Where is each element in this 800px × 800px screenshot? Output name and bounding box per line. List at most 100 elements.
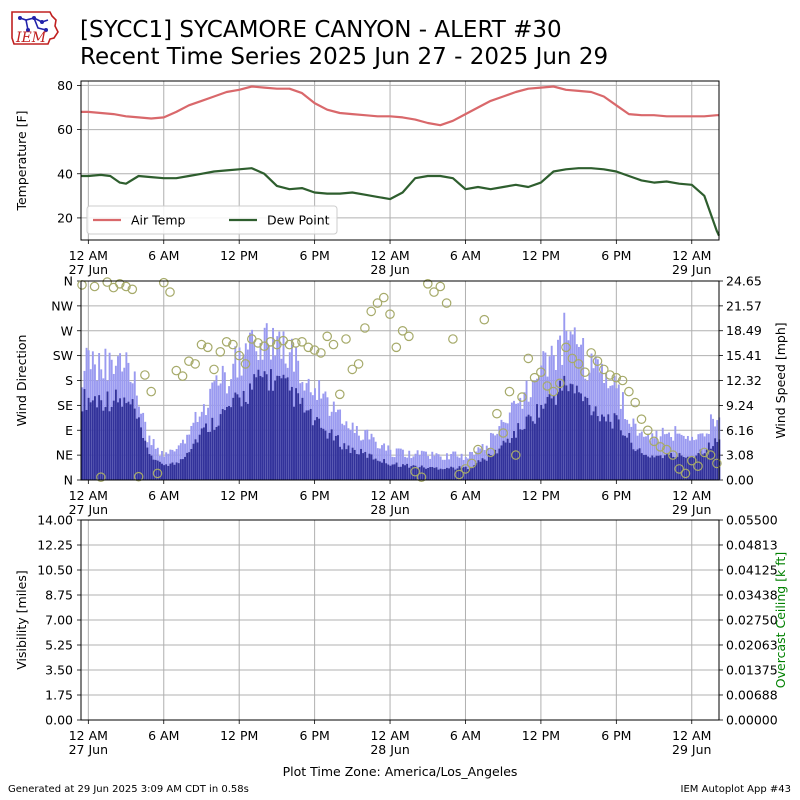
wind-speed-bar xyxy=(475,462,478,480)
wind-speed-bar xyxy=(378,461,381,480)
wind-speed-tick-label: 0.00 xyxy=(726,473,754,488)
wind-speed-bar xyxy=(171,462,174,480)
wind-direction-point xyxy=(284,339,295,350)
vis-xtick-label: 6 AM xyxy=(148,728,179,743)
wind-speed-bar xyxy=(439,468,442,480)
wind-speed-bar xyxy=(276,375,279,480)
wind-xtick-label: 12 AM xyxy=(69,488,108,503)
wind-speed-bar xyxy=(305,410,308,480)
wind-direction-point xyxy=(661,444,672,455)
ceiling-ylabel: Overcast Ceiling [k ft] xyxy=(773,552,788,688)
wind-direction-point xyxy=(492,408,502,419)
wind-speed-bar xyxy=(613,413,616,480)
wind-direction-point xyxy=(624,386,634,397)
temp-xtick-label: 6 AM xyxy=(450,248,481,263)
temp-ytick-label: 40 xyxy=(57,166,73,181)
wind-direction-point xyxy=(510,450,521,460)
wind-speed-bar xyxy=(676,456,679,480)
temp-xtick-label: 6 PM xyxy=(299,248,329,263)
wind-speed-bar xyxy=(592,411,595,480)
wind-gust-bar xyxy=(454,451,457,480)
wind-speed-bar xyxy=(215,427,218,480)
ceiling-tick-label: 0.03438 xyxy=(726,587,778,602)
wind-speed-bar xyxy=(225,406,228,480)
wind-speed-bar xyxy=(173,464,176,480)
dew-point-line xyxy=(81,167,720,237)
wind-direction-point xyxy=(504,386,515,397)
temp-xtick-label: 12 AM xyxy=(672,248,711,263)
wind-gust-bar xyxy=(339,409,342,480)
wind-speed-bar xyxy=(709,448,712,480)
wind-speed-bar xyxy=(489,455,492,480)
wind-speed-bar xyxy=(188,452,191,480)
vis-xtick-label: 12 AM xyxy=(69,728,108,743)
wind-speed-bar xyxy=(458,466,461,480)
air-temp-line xyxy=(81,85,719,127)
wind-direction-point xyxy=(479,314,490,325)
wind-speed-bar xyxy=(536,404,538,480)
wind-direction-point xyxy=(133,471,144,482)
wind-gust-bar xyxy=(387,445,390,480)
wind-speed-bar xyxy=(343,443,346,480)
wind-gust-bar xyxy=(632,418,635,480)
wind-gust-bar xyxy=(435,453,438,480)
page-subtitle: Recent Time Series 2025 Jun 27 - 2025 Ju… xyxy=(80,44,609,70)
wind-speed-bar xyxy=(376,460,379,480)
wind-direction-point xyxy=(385,309,395,319)
ceiling-tick-label: 0.04125 xyxy=(726,563,778,578)
wind-gust-bar xyxy=(372,437,375,480)
wind-speed-bar xyxy=(479,461,482,480)
wind-gust-bar xyxy=(381,445,383,480)
wind-speed-bar xyxy=(435,467,438,480)
wind-speed-bar xyxy=(672,456,675,480)
wind-speed-bar xyxy=(655,455,658,480)
wind-speed-bar xyxy=(697,453,700,480)
wind-speed-bar xyxy=(598,421,601,480)
wind-speed-bar xyxy=(265,374,268,480)
wind-speed-bar xyxy=(345,449,348,480)
wind-speed-bar xyxy=(565,385,568,480)
wind-speed-bar xyxy=(211,417,214,480)
wind-direction-point xyxy=(115,278,125,289)
temp-frame xyxy=(80,80,720,241)
wind-speed-bar xyxy=(621,435,624,480)
wind-speed-bar xyxy=(554,404,557,480)
wind-direction-point xyxy=(316,348,326,358)
wind-speed-bar xyxy=(406,463,409,480)
wind-speed-bar xyxy=(452,467,455,480)
wind-speed-bar xyxy=(364,451,367,480)
wind-speed-bar xyxy=(630,442,633,480)
ceiling-tick-label: 0.02750 xyxy=(726,613,778,628)
wind-speed-bar xyxy=(119,398,122,480)
wind-speed-bar xyxy=(244,401,247,480)
wind-speed-bar xyxy=(609,421,612,480)
wind-speed-bar xyxy=(397,466,400,480)
wind-frame xyxy=(80,280,720,481)
wind-speed-bar xyxy=(611,428,614,480)
wind-speed-bar xyxy=(272,390,274,480)
wind-speed-bar xyxy=(194,439,197,480)
wind-direction-point xyxy=(498,428,508,438)
wind-direction-point xyxy=(121,281,131,292)
wind-speed-bar xyxy=(508,442,511,480)
wind-speed-bar xyxy=(96,407,98,480)
ceiling-tick-label: 0.00688 xyxy=(726,687,778,702)
wind-speed-bar xyxy=(102,410,105,480)
wind-speed-bar xyxy=(334,435,337,480)
wind-direction-point xyxy=(441,298,452,308)
wind-speed-bar xyxy=(404,465,406,480)
wind-speed-bar xyxy=(699,449,702,480)
wind-gust-bar xyxy=(420,450,423,480)
wind-direction-point xyxy=(630,397,640,408)
wind-speed-bar xyxy=(399,466,402,480)
wind-direction-point xyxy=(215,346,226,357)
wind-speed-bar xyxy=(542,408,545,480)
wind-direction-point xyxy=(322,331,332,342)
wind-speed-bar xyxy=(601,414,603,480)
wind-direction-point xyxy=(159,277,169,288)
wind-speed-bar xyxy=(246,403,249,480)
wind-speed-bar xyxy=(114,389,117,480)
wind-speed-bar xyxy=(144,440,147,480)
vis-xtick-label: 6 AM xyxy=(450,728,481,743)
wind-speed-bar xyxy=(686,456,689,480)
